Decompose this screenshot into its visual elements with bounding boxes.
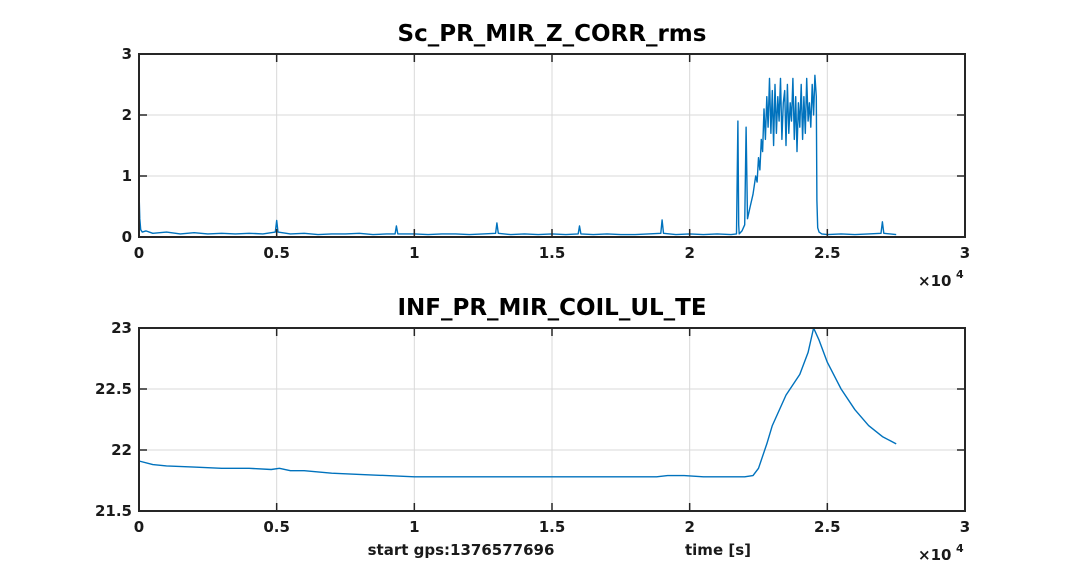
y-tick-label: 1 [122, 167, 132, 185]
x-exponent-power: 4 [956, 542, 964, 555]
tick-marks [138, 327, 966, 512]
tick-marks [138, 53, 966, 238]
y-tick-label: 21.5 [95, 502, 132, 520]
x-tick-label: 0 [134, 244, 144, 262]
y-tick-label: 2 [122, 106, 132, 124]
series-lines [138, 327, 897, 478]
x-exponent-base: ×10 [918, 272, 951, 290]
x-exponent-power: 4 [956, 268, 964, 281]
start-gps-label: start gps:1376577696 [368, 541, 555, 559]
x-tick-label: 0.5 [263, 244, 290, 262]
x-tick-label: 1 [409, 518, 419, 536]
x-tick-label: 2 [684, 518, 694, 536]
tick-labels: 0 0.5 1 1.5 2 2.5 3 0 1 2 3 [122, 45, 971, 262]
x-tick-label: 2 [684, 244, 694, 262]
chart-title: INF_PR_MIR_COIL_UL_TE [397, 295, 706, 321]
x-tick-label: 1.5 [539, 244, 566, 262]
plot-rms: 0 0.5 1 1.5 2 2.5 3 0 1 2 3 Sc_PR_MIR_Z_CORR_rms ×… [122, 21, 971, 290]
y-tick-label: 23 [111, 319, 132, 337]
x-tick-label: 1.5 [539, 518, 566, 536]
x-tick-label: 0 [134, 518, 144, 536]
series-line [138, 327, 897, 478]
series-line [138, 74, 897, 236]
grid-lines [139, 54, 965, 237]
x-tick-label: 3 [960, 244, 970, 262]
y-tick-label: 3 [122, 45, 132, 63]
chart-title: Sc_PR_MIR_Z_CORR_rms [398, 21, 707, 47]
x-tick-label: 3 [960, 518, 970, 536]
x-tick-label: 2.5 [814, 244, 841, 262]
series-lines [138, 74, 897, 236]
y-tick-label: 22.5 [95, 380, 132, 398]
grid-lines [139, 328, 965, 511]
y-tick-label: 22 [111, 441, 132, 459]
x-axis-label: time [s] [685, 541, 751, 559]
x-tick-label: 2.5 [814, 518, 841, 536]
x-exponent-label: ×10 4 [918, 268, 964, 290]
x-tick-label: 0.5 [263, 518, 290, 536]
y-tick-label: 0 [122, 228, 132, 246]
x-exponent-base: ×10 [918, 546, 951, 564]
x-tick-label: 1 [409, 244, 419, 262]
x-exponent-label: ×10 4 [918, 542, 964, 564]
